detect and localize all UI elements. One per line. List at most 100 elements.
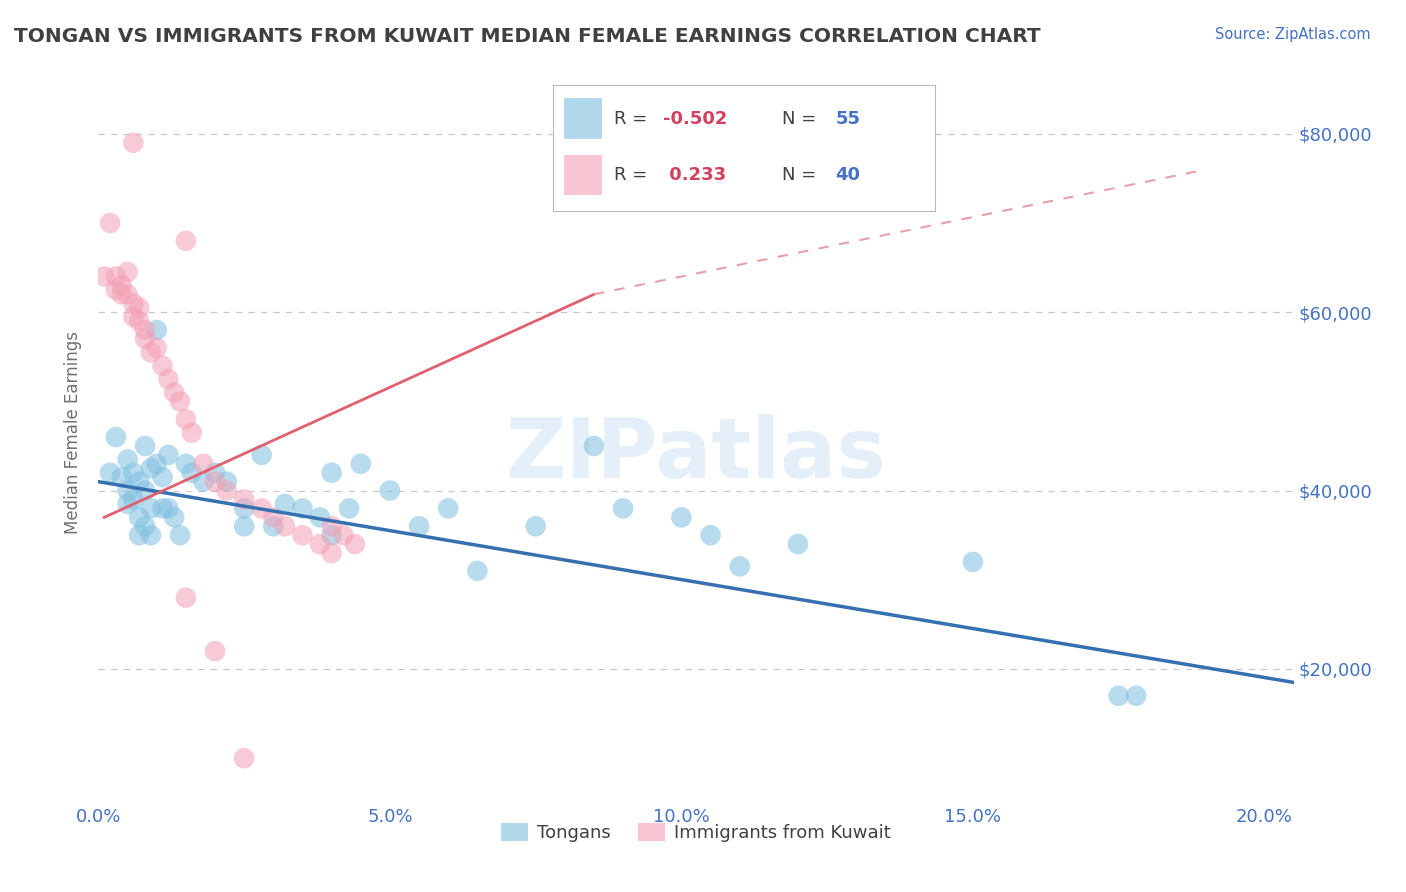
Point bbox=[122, 466, 145, 480]
Text: TONGAN VS IMMIGRANTS FROM KUWAIT MEDIAN FEMALE EARNINGS CORRELATION CHART: TONGAN VS IMMIGRANTS FROM KUWAIT MEDIAN … bbox=[14, 27, 1040, 45]
Point bbox=[309, 537, 332, 551]
Point bbox=[117, 452, 139, 467]
Point bbox=[321, 519, 343, 533]
Point bbox=[582, 439, 605, 453]
Point bbox=[157, 501, 180, 516]
Point bbox=[122, 296, 145, 310]
Point bbox=[193, 475, 215, 489]
Point bbox=[1108, 689, 1130, 703]
Point bbox=[98, 466, 121, 480]
Point bbox=[204, 475, 226, 489]
Point bbox=[139, 528, 162, 542]
Point bbox=[309, 510, 332, 524]
Point bbox=[962, 555, 984, 569]
Point bbox=[117, 287, 139, 301]
Point bbox=[180, 425, 202, 440]
Point bbox=[157, 372, 180, 386]
Point bbox=[728, 559, 751, 574]
Point bbox=[321, 528, 343, 542]
Text: ZIPatlas: ZIPatlas bbox=[506, 414, 886, 495]
Point bbox=[408, 519, 430, 533]
Point bbox=[378, 483, 401, 498]
Point bbox=[274, 497, 297, 511]
Point bbox=[152, 501, 174, 516]
Point bbox=[233, 501, 256, 516]
Point bbox=[291, 501, 314, 516]
Point bbox=[332, 528, 354, 542]
Point bbox=[204, 644, 226, 658]
Point bbox=[128, 301, 150, 315]
Point bbox=[128, 475, 150, 489]
Point bbox=[437, 501, 460, 516]
Point bbox=[174, 457, 197, 471]
Point bbox=[134, 439, 156, 453]
Point bbox=[139, 461, 162, 475]
Point bbox=[174, 412, 197, 426]
Point bbox=[104, 430, 127, 444]
Y-axis label: Median Female Earnings: Median Female Earnings bbox=[65, 331, 83, 534]
Point bbox=[337, 501, 360, 516]
Point bbox=[134, 483, 156, 498]
Point bbox=[152, 359, 174, 373]
Point bbox=[274, 519, 297, 533]
Point bbox=[174, 234, 197, 248]
Point bbox=[152, 470, 174, 484]
Point bbox=[98, 216, 121, 230]
Point bbox=[204, 466, 226, 480]
Point bbox=[250, 448, 273, 462]
Point bbox=[1125, 689, 1147, 703]
Point bbox=[215, 483, 238, 498]
Point bbox=[180, 466, 202, 480]
Point bbox=[139, 501, 162, 516]
Point bbox=[163, 510, 186, 524]
Point bbox=[262, 519, 284, 533]
Point bbox=[128, 314, 150, 328]
Point bbox=[104, 283, 127, 297]
Point bbox=[343, 537, 366, 551]
Point bbox=[134, 519, 156, 533]
Point bbox=[215, 475, 238, 489]
Point bbox=[321, 546, 343, 560]
Point bbox=[93, 269, 115, 284]
Point bbox=[111, 470, 134, 484]
Point bbox=[117, 497, 139, 511]
Point bbox=[117, 265, 139, 279]
Point bbox=[233, 751, 256, 765]
Point bbox=[193, 457, 215, 471]
Point bbox=[163, 385, 186, 400]
Point bbox=[122, 492, 145, 507]
Point bbox=[111, 287, 134, 301]
Point bbox=[169, 394, 191, 409]
Point bbox=[139, 345, 162, 359]
Point bbox=[174, 591, 197, 605]
Point bbox=[145, 457, 167, 471]
Point bbox=[350, 457, 373, 471]
Point bbox=[467, 564, 489, 578]
Point bbox=[291, 528, 314, 542]
Point bbox=[134, 332, 156, 346]
Point bbox=[787, 537, 810, 551]
Point bbox=[145, 323, 167, 337]
Point bbox=[233, 519, 256, 533]
Point bbox=[262, 510, 284, 524]
Point bbox=[145, 341, 167, 355]
Point bbox=[157, 448, 180, 462]
Point bbox=[321, 466, 343, 480]
Point bbox=[111, 278, 134, 293]
Point bbox=[122, 136, 145, 150]
Point bbox=[104, 269, 127, 284]
Point bbox=[122, 310, 145, 324]
Point bbox=[169, 528, 191, 542]
Point bbox=[128, 510, 150, 524]
Point bbox=[524, 519, 547, 533]
Point bbox=[233, 492, 256, 507]
Point bbox=[128, 528, 150, 542]
Point bbox=[612, 501, 634, 516]
Point bbox=[699, 528, 721, 542]
Legend: Tongans, Immigrants from Kuwait: Tongans, Immigrants from Kuwait bbox=[494, 815, 898, 849]
Point bbox=[134, 323, 156, 337]
Text: Source: ZipAtlas.com: Source: ZipAtlas.com bbox=[1215, 27, 1371, 42]
Point bbox=[671, 510, 693, 524]
Point bbox=[250, 501, 273, 516]
Point bbox=[117, 483, 139, 498]
